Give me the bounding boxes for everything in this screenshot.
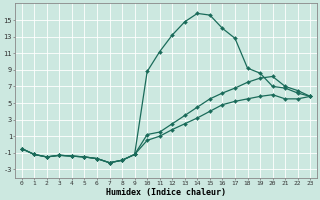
X-axis label: Humidex (Indice chaleur): Humidex (Indice chaleur) bbox=[106, 188, 226, 197]
